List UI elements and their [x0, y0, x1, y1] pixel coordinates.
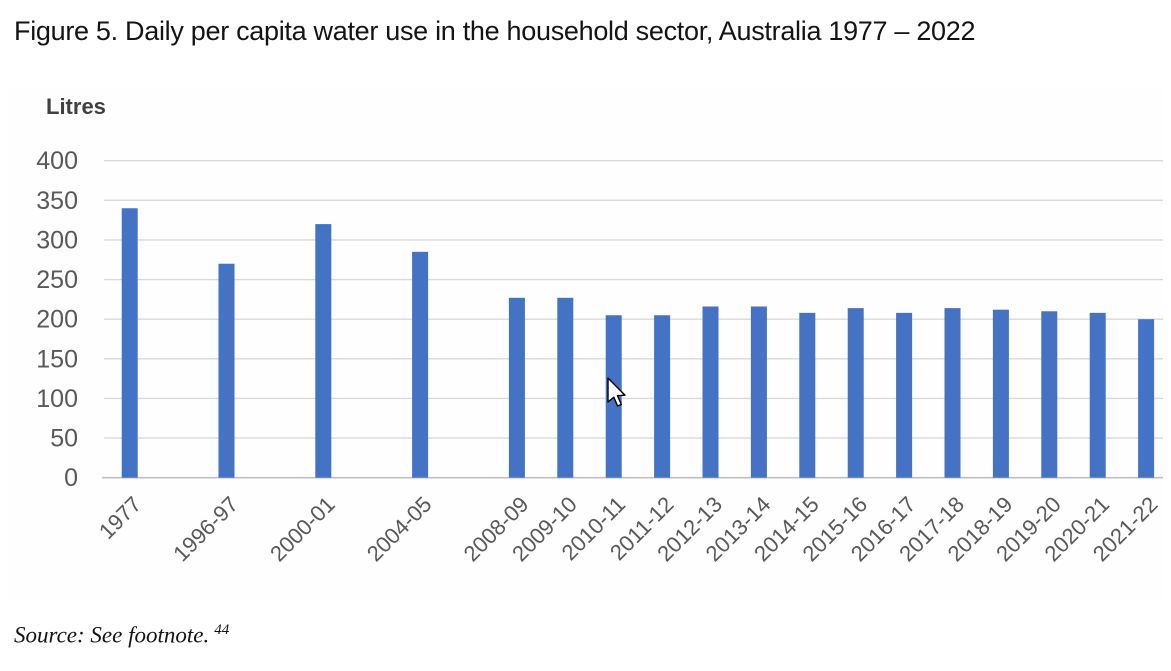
bar-2019-20 — [1041, 311, 1058, 478]
bar-chart: 0 50 100 150 200 250 300 350 400 Litres 1977 1996-9… — [8, 88, 1163, 600]
y-tick-label: 300 — [36, 226, 78, 254]
bar-1996-97 — [218, 263, 235, 478]
bar-2000-01 — [315, 224, 332, 478]
bar-2021-22 — [1138, 319, 1155, 478]
y-tick-label: 400 — [36, 147, 78, 175]
x-tick-label: 2004-05 — [362, 492, 437, 567]
bar-1977 — [121, 208, 138, 478]
y-tick-label: 0 — [64, 464, 78, 492]
bar-2016-17 — [896, 312, 913, 478]
y-tick-label: 100 — [36, 385, 78, 413]
y-tick-label: 50 — [50, 425, 78, 453]
chart-canvas: 0 50 100 150 200 250 300 350 400 Litres 1977 1996-9… — [36, 94, 1163, 567]
bar-2020-21 — [1089, 312, 1106, 478]
mouse-cursor — [607, 377, 626, 407]
y-tick-label: 200 — [36, 306, 78, 334]
x-tick-label: 1996-97 — [168, 492, 243, 567]
bar-2014-15 — [799, 312, 816, 478]
bar-2012-13 — [702, 306, 719, 478]
y-tick-label: 150 — [36, 345, 78, 373]
source-note: Source: See footnote. 44 — [14, 622, 229, 649]
bar-2004-05 — [412, 251, 429, 478]
figure-title: Figure 5. Daily per capita water use in … — [14, 16, 976, 46]
bar-2013-14 — [750, 306, 767, 478]
source-text: Source: See footnote. — [14, 622, 210, 648]
y-axis-unit-label: Litres — [46, 94, 106, 119]
bar-2018-19 — [992, 309, 1009, 478]
y-tick-label: 350 — [36, 187, 78, 215]
bar-2017-18 — [944, 308, 961, 478]
y-tick-label: 250 — [36, 266, 78, 294]
x-tick-label: 1977 — [94, 492, 146, 544]
bar-2008-09 — [508, 297, 525, 478]
footnote-reference: 44 — [214, 622, 230, 638]
bar-2009-10 — [557, 297, 574, 478]
bar-2011-12 — [654, 315, 671, 478]
bar-2015-16 — [847, 308, 864, 478]
x-tick-label: 2000-01 — [265, 492, 340, 567]
